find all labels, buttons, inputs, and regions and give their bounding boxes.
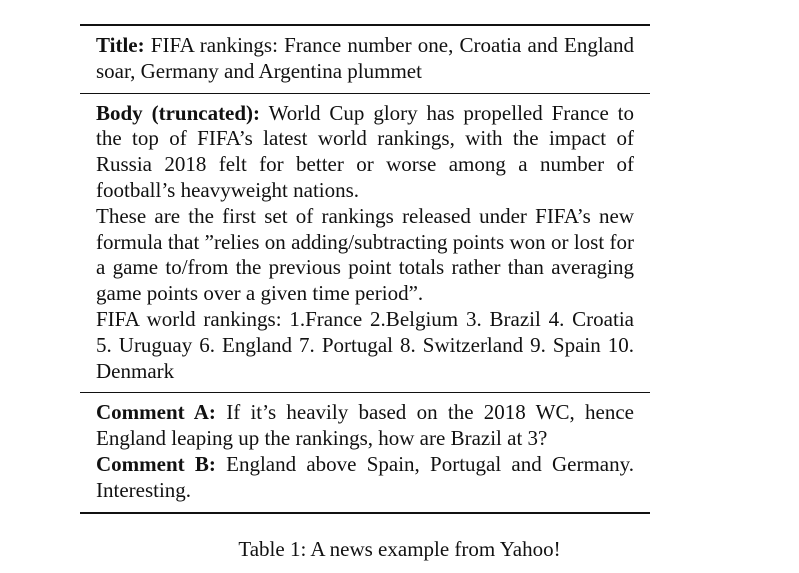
- body-paragraph-2: These are the first set of rankings rele…: [96, 203, 634, 306]
- body-row: Body (truncated): World Cup glory has pr…: [80, 94, 650, 393]
- title-row: Title: FIFA rankings: France number one,…: [80, 26, 650, 93]
- table-caption: Table 1: A news example from Yahoo!: [238, 537, 561, 561]
- comment-b-text: England above Spain, Portugal and Ger­ma…: [96, 451, 634, 502]
- news-example-table: Title: FIFA rankings: France number one,…: [80, 24, 650, 514]
- title-body-rule: [80, 92, 650, 94]
- comments-row: Comment A: If it’s heavily based on the …: [80, 393, 650, 511]
- table-bottom-rule: [80, 511, 650, 514]
- comment-b: Comment B: England above Spain, Portugal…: [96, 452, 634, 504]
- body-paragraph-3: FIFA world rankings: 1.France 2.Belgium …: [96, 306, 634, 383]
- comment-b-label: Comment B:: [96, 451, 216, 476]
- body-paragraph-1: World Cup glory has propelled France to …: [96, 100, 634, 202]
- body-label: Body (truncated):: [96, 100, 261, 125]
- comment-a-label: Comment A:: [96, 400, 216, 425]
- title-text: FIFA rankings: France number one, Croati…: [96, 33, 634, 83]
- comment-a-text: If it’s heavily based on the 2018 WC, he…: [96, 400, 634, 451]
- body-comments-rule: [80, 392, 650, 394]
- title-label: Title:: [96, 33, 145, 57]
- comment-a: Comment A: If it’s heavily based on the …: [96, 400, 634, 452]
- table-top-rule: [80, 24, 650, 26]
